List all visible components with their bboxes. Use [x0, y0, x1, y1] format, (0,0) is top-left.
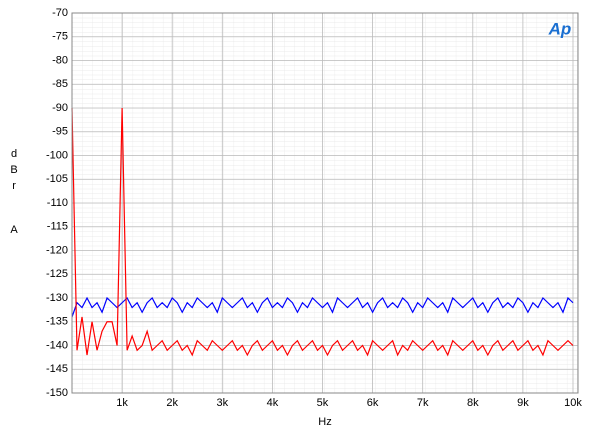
y-tick-label: -135 [46, 316, 68, 328]
series-line [71, 296, 574, 318]
y-tick-label: -110 [47, 197, 68, 209]
y-tick-label: -125 [46, 268, 68, 280]
x-axis-label: Hz [318, 416, 331, 428]
y-tick-label: -75 [52, 31, 68, 43]
x-tick-label: 5k [317, 397, 329, 409]
y-tick-label: -145 [46, 363, 68, 375]
plot-lines [71, 107, 574, 357]
x-tick-label: 6k [367, 397, 379, 409]
y-tick-label: -80 [52, 54, 68, 66]
y-tick-label: -150 [46, 387, 68, 399]
y-tick-label: -90 [52, 102, 68, 114]
x-tick-label: 8k [467, 397, 479, 409]
y-tick-label: -105 [46, 173, 68, 185]
x-tick-label: 10k [564, 397, 582, 409]
x-tick-label: 2k [166, 397, 178, 409]
x-tick-label: 3k [216, 397, 228, 409]
y-axis-label-unit: A [10, 224, 18, 236]
logo: Ap [548, 19, 572, 38]
x-tick-label: 7k [417, 397, 429, 409]
x-tick-label: 9k [517, 397, 529, 409]
y-tick-label: -85 [52, 78, 68, 90]
x-tick-label: 1k [116, 397, 128, 409]
y-tick-label: -130 [46, 292, 68, 304]
plot-frame [71, 12, 579, 394]
series-line [71, 107, 574, 357]
y-tick-label: -70 [52, 7, 68, 19]
x-tick-label: 4k [267, 397, 279, 409]
y-tick-label: -95 [52, 126, 68, 138]
y-tick-label: -100 [46, 149, 68, 161]
y-tick-label: -120 [46, 244, 68, 256]
y-tick-label: -115 [47, 221, 68, 233]
y-tick-label: -140 [46, 339, 68, 351]
y-axis-label: dBr [8, 148, 20, 196]
